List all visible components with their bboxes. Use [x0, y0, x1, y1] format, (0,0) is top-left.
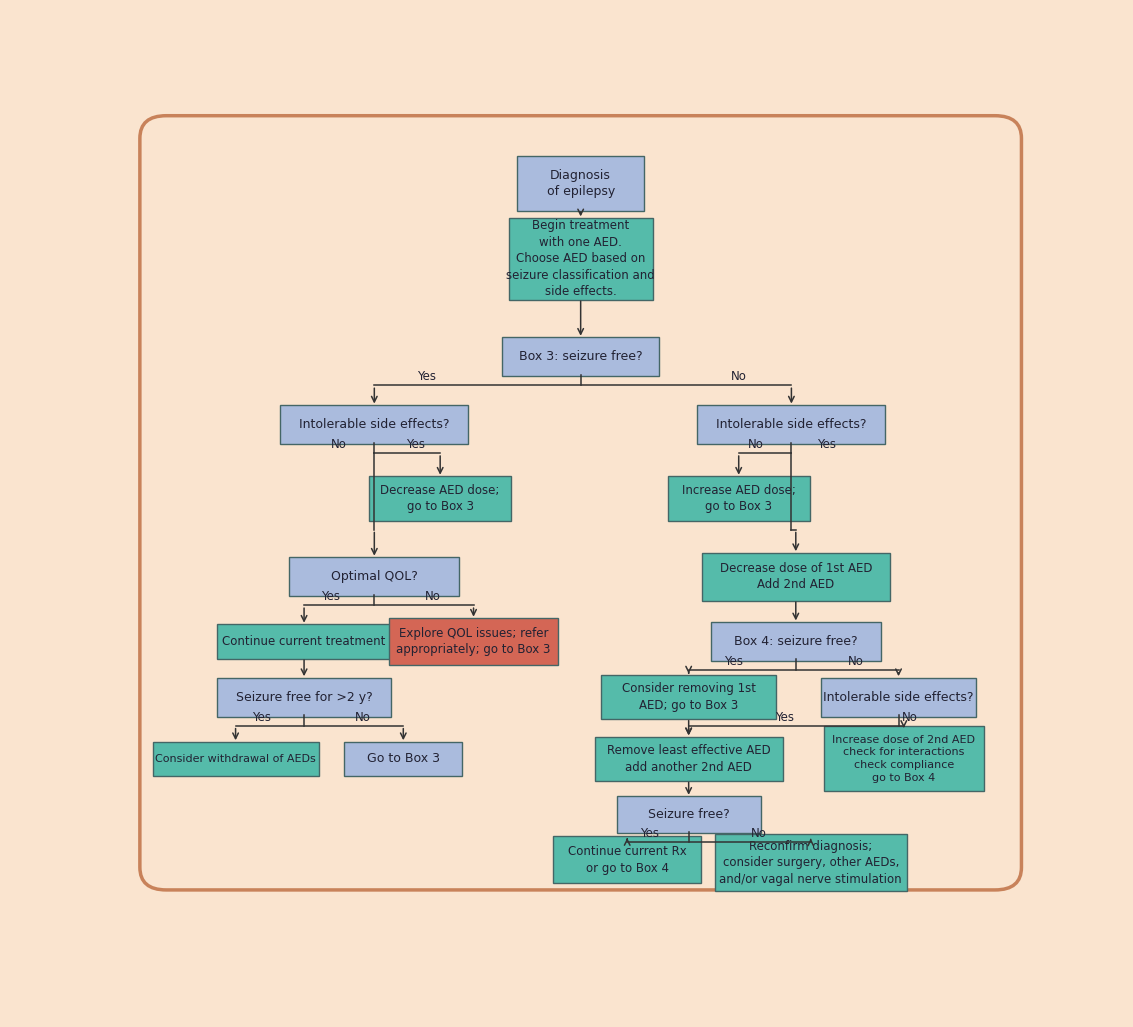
Text: Reconfirm diagnosis;
consider surgery, other AEDs,
and/or vagal nerve stimulatio: Reconfirm diagnosis; consider surgery, o…	[719, 840, 902, 886]
Text: Diagnosis
of epilepsy: Diagnosis of epilepsy	[546, 168, 615, 198]
Text: Optimal QOL?: Optimal QOL?	[331, 570, 418, 583]
FancyBboxPatch shape	[602, 675, 776, 719]
Text: No: No	[847, 655, 863, 669]
Text: Yes: Yes	[775, 711, 794, 724]
Text: Consider withdrawal of AEDs: Consider withdrawal of AEDs	[155, 754, 316, 764]
Text: Intolerable side effects?: Intolerable side effects?	[299, 418, 450, 431]
FancyBboxPatch shape	[710, 621, 881, 661]
FancyBboxPatch shape	[824, 726, 983, 791]
Text: Intolerable side effects?: Intolerable side effects?	[716, 418, 867, 431]
FancyBboxPatch shape	[390, 618, 557, 664]
Text: Seizure free for >2 y?: Seizure free for >2 y?	[236, 690, 373, 703]
Text: No: No	[731, 370, 747, 383]
Text: Continue current Rx
or go to Box 4: Continue current Rx or go to Box 4	[568, 845, 687, 875]
FancyBboxPatch shape	[280, 405, 468, 444]
Text: Consider removing 1st
AED; go to Box 3: Consider removing 1st AED; go to Box 3	[622, 682, 756, 712]
Text: No: No	[902, 711, 918, 724]
Text: Yes: Yes	[724, 655, 743, 669]
FancyBboxPatch shape	[153, 741, 318, 776]
FancyBboxPatch shape	[139, 116, 1022, 890]
FancyBboxPatch shape	[502, 337, 659, 376]
Text: Yes: Yes	[417, 370, 436, 383]
Text: Decrease AED dose;
go to Box 3: Decrease AED dose; go to Box 3	[381, 484, 500, 514]
Text: Seizure free?: Seizure free?	[648, 808, 730, 822]
Text: Increase AED dose;
go to Box 3: Increase AED dose; go to Box 3	[682, 484, 795, 514]
FancyBboxPatch shape	[701, 553, 889, 601]
Text: Explore QOL issues; refer
appropriately; go to Box 3: Explore QOL issues; refer appropriately;…	[397, 626, 551, 656]
FancyBboxPatch shape	[667, 477, 810, 521]
Text: No: No	[425, 591, 441, 604]
FancyBboxPatch shape	[595, 736, 783, 782]
FancyBboxPatch shape	[820, 678, 977, 717]
FancyBboxPatch shape	[553, 836, 701, 883]
FancyBboxPatch shape	[216, 678, 391, 717]
Text: Intolerable side effects?: Intolerable side effects?	[824, 690, 973, 703]
Text: Box 3: seizure free?: Box 3: seizure free?	[519, 350, 642, 364]
FancyBboxPatch shape	[698, 405, 885, 444]
Text: Decrease dose of 1st AED
Add 2nd AED: Decrease dose of 1st AED Add 2nd AED	[719, 562, 872, 592]
Text: No: No	[355, 711, 370, 724]
Text: Increase dose of 2nd AED
check for interactions
check compliance
go to Box 4: Increase dose of 2nd AED check for inter…	[833, 734, 976, 783]
Text: No: No	[748, 439, 765, 451]
Text: Yes: Yes	[640, 828, 658, 840]
Text: Box 4: seizure free?: Box 4: seizure free?	[734, 635, 858, 648]
FancyBboxPatch shape	[518, 156, 644, 211]
FancyBboxPatch shape	[216, 624, 391, 658]
Text: No: No	[750, 828, 766, 840]
Text: Begin treatment
with one AED.
Choose AED based on
seizure classification and
sid: Begin treatment with one AED. Choose AED…	[506, 220, 655, 298]
Text: Go to Box 3: Go to Box 3	[367, 753, 440, 765]
Text: Yes: Yes	[321, 591, 340, 604]
FancyBboxPatch shape	[616, 796, 760, 833]
Text: Yes: Yes	[407, 439, 426, 451]
Text: Yes: Yes	[817, 439, 836, 451]
FancyBboxPatch shape	[715, 834, 906, 891]
Text: Continue current treatment: Continue current treatment	[222, 635, 385, 648]
FancyBboxPatch shape	[344, 741, 462, 776]
Text: Remove least effective AED
add another 2nd AED: Remove least effective AED add another 2…	[607, 745, 770, 773]
Text: No: No	[331, 439, 347, 451]
Text: Yes: Yes	[252, 711, 271, 724]
FancyBboxPatch shape	[289, 557, 460, 597]
FancyBboxPatch shape	[369, 477, 511, 521]
FancyBboxPatch shape	[509, 218, 653, 300]
